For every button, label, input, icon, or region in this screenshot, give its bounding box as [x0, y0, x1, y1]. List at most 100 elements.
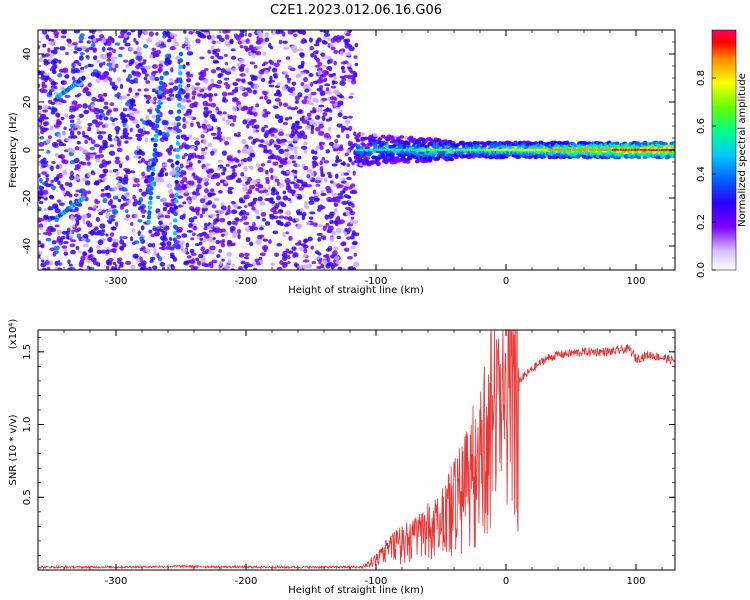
heatmap-cell	[254, 124, 260, 130]
x-tick-label: 100	[626, 576, 645, 587]
heatmap-cell	[201, 147, 206, 152]
heatmap-cell	[62, 169, 68, 176]
heatmap-cell	[77, 146, 84, 152]
heatmap-cell	[334, 260, 341, 264]
heatmap-cell	[56, 229, 62, 235]
heatmap-cell	[132, 194, 137, 200]
heatmap-cell	[320, 79, 324, 83]
heatmap-cell	[267, 160, 272, 164]
heatmap-cell	[136, 183, 140, 187]
heatmap-cell	[333, 60, 337, 66]
heatmap-cell	[320, 235, 327, 240]
heatmap-cell	[340, 180, 348, 184]
heatmap-cell	[200, 257, 206, 263]
heatmap-cell	[140, 209, 147, 214]
heatmap-cell	[304, 88, 310, 93]
heatmap-cell	[137, 51, 143, 56]
heatmap-cell	[346, 149, 351, 154]
heatmap-cell	[103, 116, 109, 121]
heatmap-cell	[62, 240, 69, 245]
heatmap-cell	[294, 100, 299, 104]
snr-x-ticks: -300 -200 -100 0 100	[37, 330, 663, 587]
heatmap-cell	[96, 128, 100, 132]
heatmap-cell	[66, 43, 73, 47]
heatmap-cell	[192, 172, 196, 177]
heatmap-cell	[332, 81, 338, 85]
heatmap-cell	[58, 202, 65, 206]
heatmap-cell	[199, 56, 205, 60]
heatmap-cell	[112, 250, 117, 254]
heatmap-cell	[82, 134, 89, 138]
heatmap-cell	[194, 154, 201, 159]
heatmap-cell	[71, 100, 78, 105]
heatmap-cell	[301, 99, 308, 105]
heatmap-cell	[213, 118, 218, 123]
heatmap-cell	[229, 40, 234, 45]
heatmap-cell	[240, 260, 246, 265]
heatmap-cell	[207, 142, 213, 147]
heatmap-cell	[278, 164, 284, 168]
heatmap-cell	[177, 195, 184, 199]
heatmap-cell	[53, 46, 60, 50]
heatmap-cell	[54, 224, 60, 228]
heatmap-cell	[202, 251, 207, 255]
heatmap-cell	[129, 111, 135, 117]
heatmap-cell	[193, 101, 198, 106]
heatmap-cell	[291, 81, 297, 86]
heatmap-cell	[124, 42, 131, 47]
heatmap-cell	[86, 265, 91, 270]
heatmap-cell	[328, 116, 333, 121]
heatmap-streak	[158, 90, 163, 95]
heatmap-cell	[197, 159, 201, 164]
heatmap-cell	[294, 262, 298, 267]
heatmap-cell	[277, 82, 281, 86]
heatmap-cell	[133, 51, 139, 55]
heatmap-cell	[96, 30, 103, 33]
heatmap-cell	[111, 63, 117, 69]
heatmap-cell	[310, 53, 315, 58]
snr-line	[38, 330, 675, 570]
heatmap-cell	[168, 109, 174, 115]
heatmap-cell	[111, 59, 115, 64]
heatmap-cell	[230, 200, 236, 205]
heatmap-cell	[87, 82, 92, 88]
heatmap-cell	[238, 58, 245, 64]
heatmap-cell	[105, 233, 109, 237]
heatmap-cell	[319, 145, 324, 150]
heatmap-cell	[314, 126, 321, 132]
heatmap-cell	[166, 183, 172, 189]
heatmap-cell	[108, 66, 114, 72]
heatmap-cell	[78, 40, 84, 44]
heatmap-cell	[90, 139, 96, 145]
heatmap-cell	[330, 46, 336, 51]
heatmap-cell	[145, 119, 153, 124]
heatmap-cell	[98, 232, 106, 236]
heatmap-cell	[278, 39, 283, 45]
heatmap-cell	[350, 216, 354, 220]
heatmap-cell	[312, 97, 318, 103]
heatmap-cell	[286, 182, 290, 187]
heatmap-streak	[147, 210, 152, 215]
heatmap-streak	[151, 162, 156, 167]
heatmap-cell	[318, 130, 325, 136]
heatmap-cell	[297, 48, 304, 52]
heatmap-cell	[180, 170, 187, 176]
heatmap-cell	[169, 203, 175, 207]
heatmap-cell	[300, 40, 306, 44]
heatmap-cell	[327, 174, 333, 179]
heatmap-cell	[233, 164, 238, 169]
heatmap-cell	[49, 195, 54, 200]
heatmap-cell	[125, 214, 131, 218]
heatmap-cell	[289, 181, 296, 185]
heatmap-cell	[195, 187, 200, 193]
heatmap-cell	[151, 114, 158, 119]
heatmap-cell	[344, 119, 351, 125]
heatmap-cell	[265, 32, 269, 36]
heatmap-cell	[213, 197, 220, 201]
snr-y-ticks: 0.51.01.5	[22, 336, 675, 556]
heatmap-cell	[343, 38, 348, 43]
heatmap-cell	[338, 195, 344, 200]
heatmap-cell	[187, 199, 191, 204]
heatmap-cell	[194, 140, 201, 146]
heatmap-cell	[120, 111, 124, 117]
